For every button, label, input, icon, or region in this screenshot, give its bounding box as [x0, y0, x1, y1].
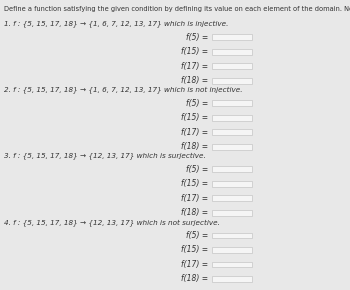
FancyBboxPatch shape [212, 78, 252, 84]
FancyBboxPatch shape [212, 34, 252, 40]
FancyBboxPatch shape [212, 100, 252, 106]
Text: f(18) =: f(18) = [181, 274, 208, 284]
FancyBboxPatch shape [212, 233, 252, 238]
Text: Define a function satisfying the given condition by defining its value on each e: Define a function satisfying the given c… [4, 6, 350, 12]
FancyBboxPatch shape [212, 63, 252, 69]
Text: f(15) =: f(15) = [181, 245, 208, 255]
Text: f(17) =: f(17) = [181, 61, 208, 71]
Text: f(18) =: f(18) = [181, 142, 208, 151]
Text: f(18) =: f(18) = [181, 76, 208, 85]
FancyBboxPatch shape [212, 166, 252, 172]
Text: f(17) =: f(17) = [181, 194, 208, 203]
Text: f(15) =: f(15) = [181, 113, 208, 122]
FancyBboxPatch shape [212, 195, 252, 201]
FancyBboxPatch shape [212, 276, 252, 282]
FancyBboxPatch shape [212, 129, 252, 135]
Text: 3. f : {5, 15, 17, 18} → {12, 13, 17} which is surjective.: 3. f : {5, 15, 17, 18} → {12, 13, 17} wh… [4, 153, 206, 160]
Text: f(18) =: f(18) = [181, 208, 208, 218]
Text: f(5) =: f(5) = [186, 231, 208, 240]
FancyBboxPatch shape [212, 262, 252, 267]
Text: f(15) =: f(15) = [181, 179, 208, 188]
Text: 4. f : {5, 15, 17, 18} → {12, 13, 17} which is not surjective.: 4. f : {5, 15, 17, 18} → {12, 13, 17} wh… [4, 219, 220, 226]
FancyBboxPatch shape [212, 49, 252, 55]
Text: f(5) =: f(5) = [186, 165, 208, 174]
Text: f(5) =: f(5) = [186, 32, 208, 42]
Text: f(5) =: f(5) = [186, 99, 208, 108]
FancyBboxPatch shape [212, 144, 252, 150]
Text: f(15) =: f(15) = [181, 47, 208, 56]
Text: f(17) =: f(17) = [181, 260, 208, 269]
FancyBboxPatch shape [212, 247, 252, 253]
FancyBboxPatch shape [212, 181, 252, 187]
Text: 1. f : {5, 15, 17, 18} → {1, 6, 7, 12, 13, 17} which is injective.: 1. f : {5, 15, 17, 18} → {1, 6, 7, 12, 1… [4, 20, 229, 27]
FancyBboxPatch shape [212, 210, 252, 216]
Text: 2. f : {5, 15, 17, 18} → {1, 6, 7, 12, 13, 17} which is not injective.: 2. f : {5, 15, 17, 18} → {1, 6, 7, 12, 1… [4, 86, 243, 93]
FancyBboxPatch shape [212, 115, 252, 121]
Text: f(17) =: f(17) = [181, 128, 208, 137]
